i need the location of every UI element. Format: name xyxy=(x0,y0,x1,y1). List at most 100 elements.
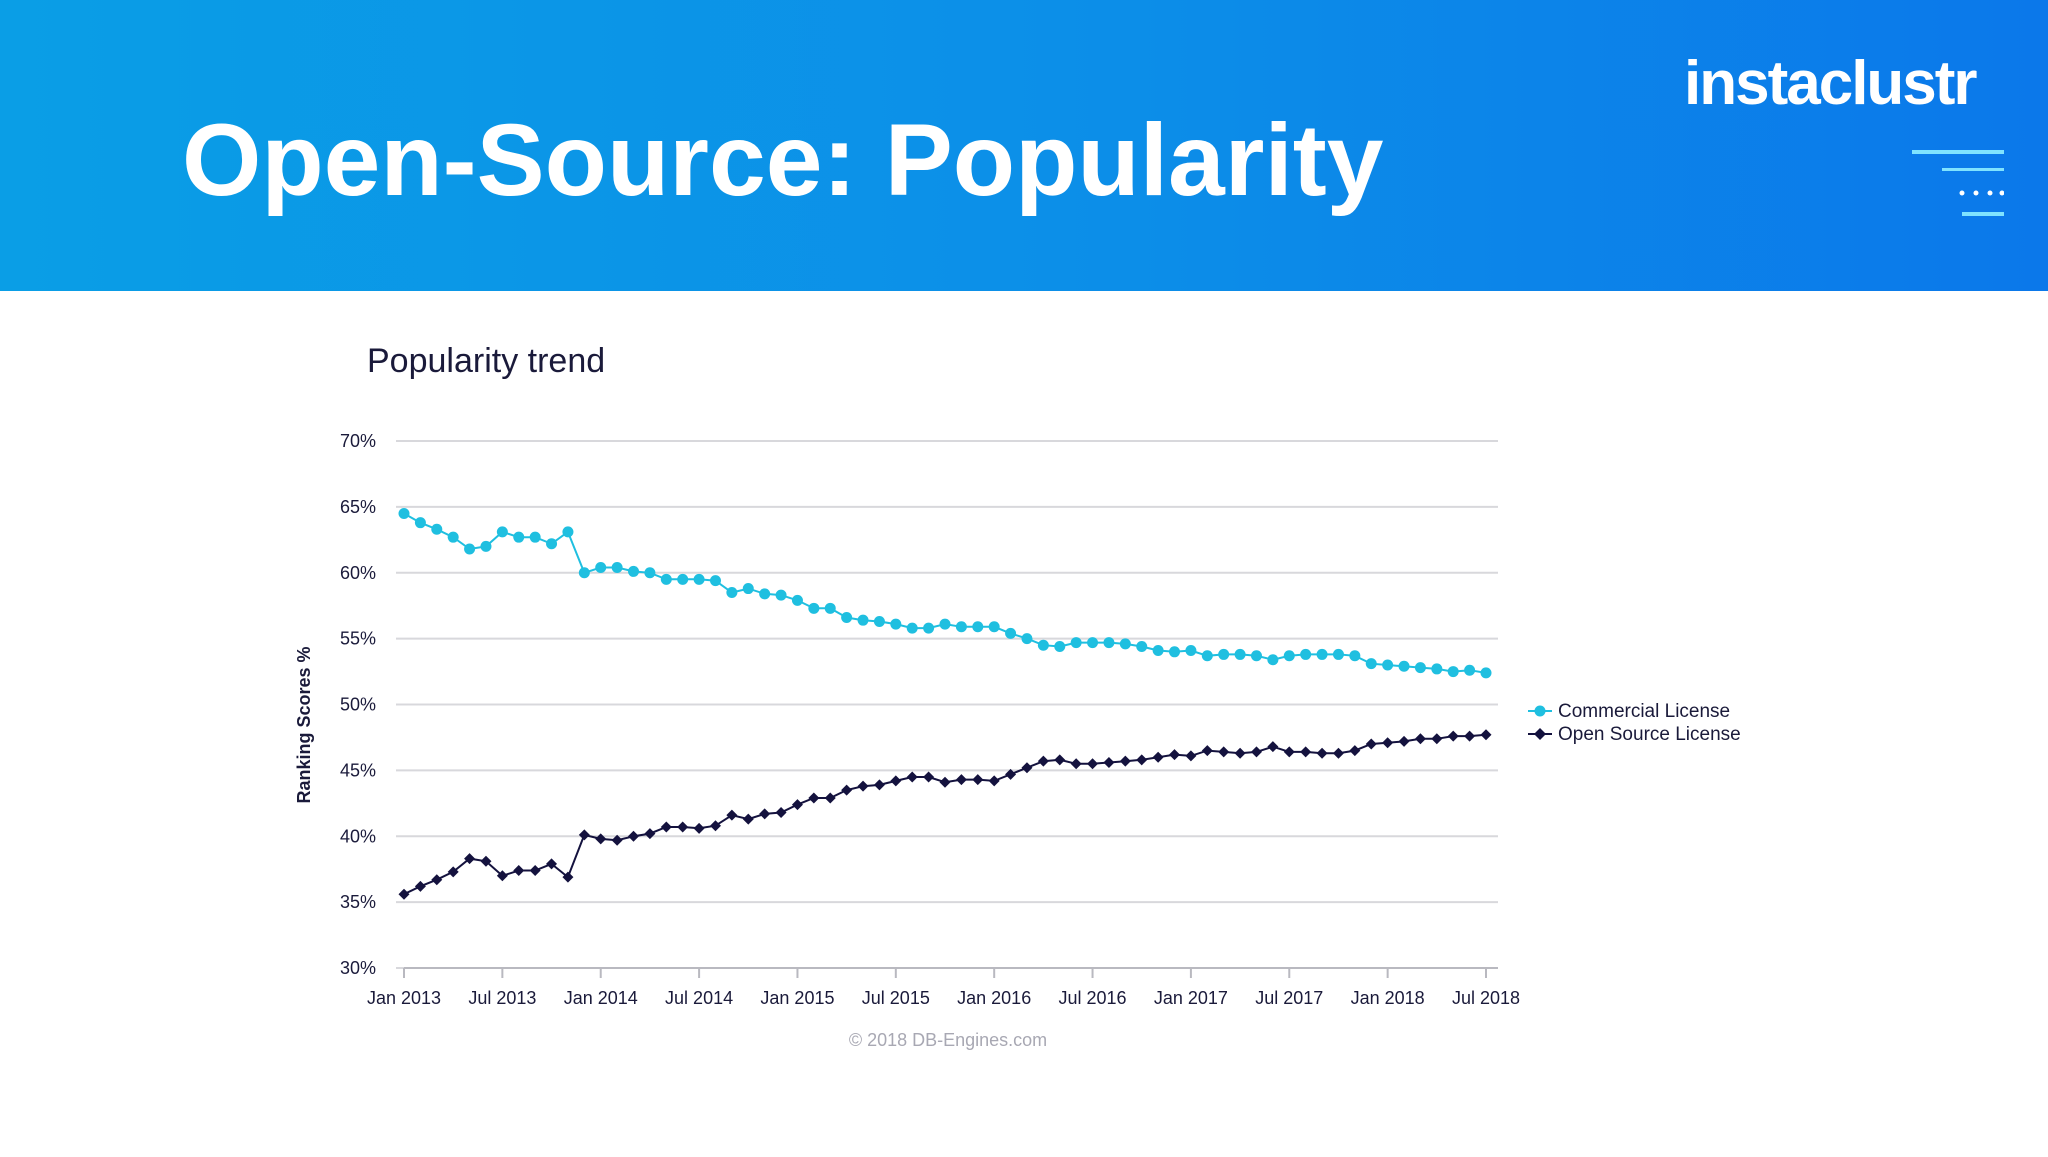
popularity-trend-chart: Popularity trend Ranking Scores % 70% 65%… xyxy=(294,342,1741,1050)
data-point xyxy=(398,888,410,900)
data-point xyxy=(1136,641,1148,653)
data-point xyxy=(1332,648,1344,660)
title-banner: Open-Source: Popularity instaclustr xyxy=(0,0,2048,291)
legend-item-commercial-license: Commercial License xyxy=(1528,701,1730,722)
y-tick-label: 65% xyxy=(340,497,376,517)
data-point xyxy=(693,822,705,834)
data-point xyxy=(1070,637,1082,649)
data-point xyxy=(1201,650,1213,662)
data-point xyxy=(1283,746,1295,758)
data-point xyxy=(906,771,918,783)
data-point xyxy=(1136,754,1148,766)
data-point xyxy=(1398,735,1410,747)
data-point xyxy=(759,588,771,600)
data-point xyxy=(1005,768,1017,780)
data-point xyxy=(1480,729,1492,741)
data-point xyxy=(1054,641,1066,653)
data-point xyxy=(546,858,558,870)
data-point xyxy=(939,776,951,788)
data-point xyxy=(742,583,754,595)
data-point xyxy=(1185,644,1197,656)
x-tick-label: Jul 2018 xyxy=(1452,988,1520,1008)
data-point xyxy=(1349,650,1361,662)
data-point xyxy=(414,517,426,529)
y-tick-label: 35% xyxy=(340,892,376,912)
data-point xyxy=(972,774,984,786)
data-point xyxy=(529,865,541,877)
data-point xyxy=(1087,637,1099,649)
y-axis-label: Ranking Scores % xyxy=(294,646,314,803)
data-point xyxy=(1382,659,1394,671)
data-point xyxy=(1398,660,1410,672)
data-point xyxy=(628,565,640,577)
data-point xyxy=(595,561,607,573)
data-point xyxy=(578,829,590,841)
data-point xyxy=(1119,755,1131,767)
data-point xyxy=(431,874,443,886)
data-point xyxy=(562,871,574,883)
data-point xyxy=(464,853,476,865)
data-point xyxy=(480,855,492,867)
data-point xyxy=(1103,756,1115,768)
data-point xyxy=(890,618,902,630)
data-point xyxy=(1103,637,1115,649)
data-point xyxy=(1218,648,1230,660)
y-axis-ticks: 70% 65% 60% 55% 50% 45% 40% 35% 30% xyxy=(340,431,376,978)
data-point xyxy=(824,792,836,804)
chart-title: Popularity trend xyxy=(367,342,605,380)
data-point xyxy=(1087,758,1099,770)
data-point xyxy=(1021,762,1033,774)
data-point xyxy=(464,543,476,555)
y-tick-label: 70% xyxy=(340,431,376,451)
data-point xyxy=(1480,667,1492,679)
x-tick-label: Jul 2016 xyxy=(1059,988,1127,1008)
series-line-open-source-license xyxy=(403,733,1487,896)
grid xyxy=(396,440,1498,969)
data-point xyxy=(1250,650,1262,662)
data-point xyxy=(988,775,1000,787)
data-point xyxy=(857,614,869,626)
y-tick-label: 55% xyxy=(340,629,376,649)
data-point xyxy=(1447,730,1459,742)
series-group xyxy=(398,507,1492,900)
y-tick-label: 30% xyxy=(340,958,376,978)
data-point xyxy=(791,799,803,811)
data-point xyxy=(1152,751,1164,763)
data-point xyxy=(1119,638,1131,650)
data-point xyxy=(1169,646,1181,658)
data-point xyxy=(414,880,426,892)
x-tick-label: Jan 2013 xyxy=(367,988,441,1008)
data-point xyxy=(1464,730,1476,742)
data-point xyxy=(677,573,689,585)
data-point xyxy=(906,622,918,634)
data-point xyxy=(660,821,672,833)
data-point xyxy=(546,538,558,550)
brand-logo: instaclustr xyxy=(1684,49,1978,118)
data-point xyxy=(1464,664,1476,676)
data-point xyxy=(857,780,869,792)
series-open-source-license xyxy=(398,729,1492,900)
data-point xyxy=(660,573,672,585)
data-point xyxy=(791,594,803,606)
data-point xyxy=(1332,747,1344,759)
data-point xyxy=(988,621,1000,633)
data-point xyxy=(955,621,967,633)
data-point xyxy=(1169,749,1181,761)
data-point xyxy=(1267,741,1279,753)
legend-label: Open Source License xyxy=(1558,724,1741,745)
data-point xyxy=(1234,747,1246,759)
y-tick-label: 60% xyxy=(340,563,376,583)
x-tick-label: Jan 2015 xyxy=(760,988,834,1008)
data-point xyxy=(709,575,721,587)
data-point xyxy=(824,602,836,614)
data-point xyxy=(496,526,508,538)
data-point xyxy=(841,612,853,624)
legend-marker xyxy=(1534,705,1546,717)
data-point xyxy=(611,834,623,846)
data-point xyxy=(873,615,885,627)
legend-marker xyxy=(1534,728,1546,740)
data-point xyxy=(1431,663,1443,675)
x-tick-label: Jul 2014 xyxy=(665,988,733,1008)
data-point xyxy=(1201,745,1213,757)
x-tick-label: Jan 2014 xyxy=(564,988,638,1008)
